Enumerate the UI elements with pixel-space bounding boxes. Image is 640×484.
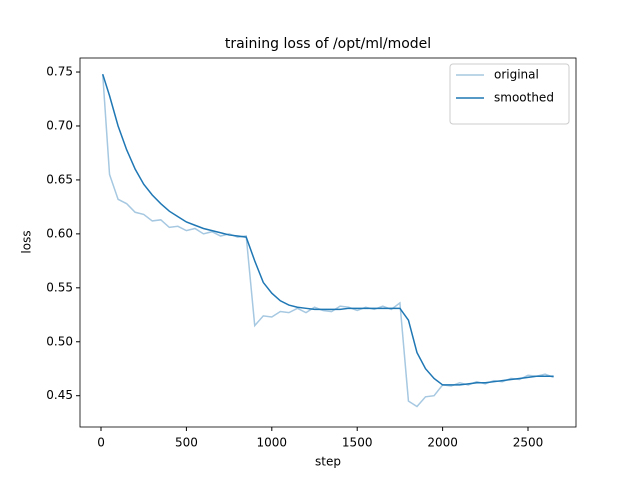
y-tick-label: 0.45 <box>46 388 73 402</box>
x-tick-label: 2500 <box>513 436 544 450</box>
y-tick-label: 0.50 <box>46 334 73 348</box>
x-tick-label: 500 <box>175 436 198 450</box>
y-tick-label: 0.65 <box>46 172 73 186</box>
series-line <box>102 73 554 386</box>
chart-title: training loss of /opt/ml/model <box>225 36 431 52</box>
legend-label: smoothed <box>494 91 554 105</box>
plot-frame <box>79 57 577 428</box>
y-axis-label: loss <box>20 230 34 253</box>
y-tick-label: 0.70 <box>46 118 73 132</box>
x-tick-label: 1000 <box>257 436 288 450</box>
y-tick-label: 0.75 <box>46 65 73 79</box>
x-tick-label: 2000 <box>427 436 458 450</box>
y-tick-label: 0.60 <box>46 226 73 240</box>
x-tick-label: 0 <box>97 436 105 450</box>
y-tick-label: 0.55 <box>46 280 73 294</box>
legend-box <box>449 63 570 125</box>
x-axis-label: step <box>315 455 341 469</box>
legend-label: original <box>494 68 539 82</box>
x-tick-label: 1500 <box>342 436 373 450</box>
